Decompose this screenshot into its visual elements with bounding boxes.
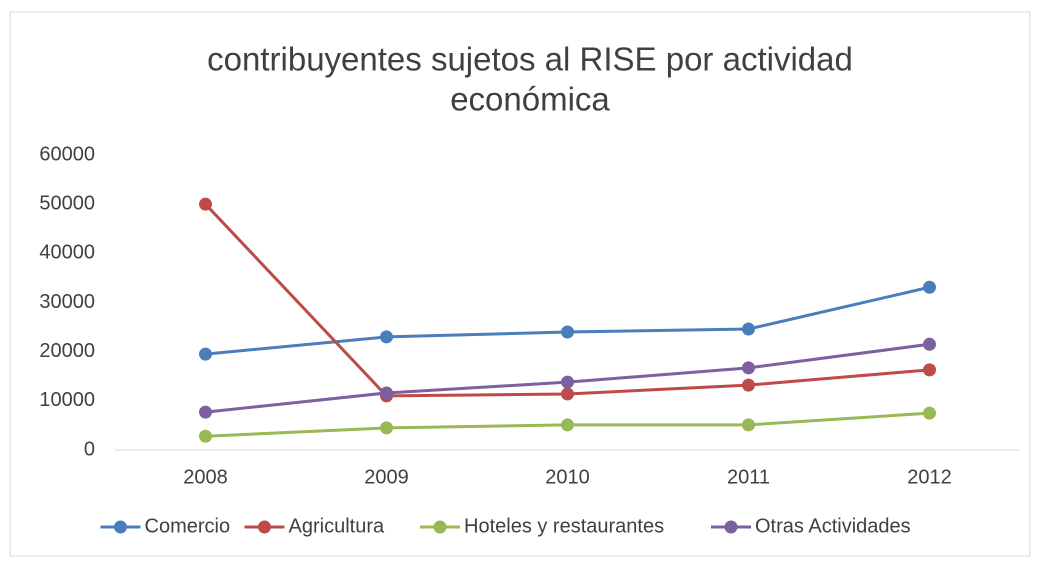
legend-marker [258, 520, 271, 534]
data-point [923, 406, 936, 420]
data-point [742, 361, 755, 375]
legend-marker [433, 520, 447, 534]
data-point [380, 386, 393, 400]
data-point [923, 363, 936, 377]
chart-border [9, 11, 1031, 557]
chart-title: económica [450, 81, 610, 118]
x-tick-label: 2010 [545, 466, 590, 488]
data-point [561, 418, 574, 432]
x-tick-label: 2012 [907, 466, 952, 488]
legend-label: Otras Actividades [755, 515, 911, 537]
data-point [561, 325, 574, 339]
y-tick-label: 40000 [39, 242, 95, 264]
legend-label: Hoteles y restaurantes [464, 515, 664, 537]
y-tick-label: 30000 [39, 291, 95, 313]
data-point [199, 347, 212, 361]
legend-label: Comercio [145, 515, 231, 537]
legend-label: Agricultura [289, 515, 385, 537]
y-tick-label: 10000 [39, 389, 95, 411]
legend-marker [724, 520, 738, 534]
y-tick-label: 20000 [39, 340, 95, 362]
x-tick-label: 2008 [183, 466, 228, 488]
data-point [561, 387, 574, 401]
legend-marker [114, 520, 127, 534]
data-point [923, 337, 936, 351]
x-tick-label: 2009 [364, 466, 409, 488]
data-point [199, 405, 212, 419]
chart-title: contribuyentes sujetos al RISE por activ… [207, 41, 853, 78]
data-point [199, 197, 212, 211]
data-point [380, 330, 393, 344]
data-point [561, 375, 574, 389]
data-point [742, 378, 755, 392]
data-point [742, 322, 755, 336]
x-tick-label: 2011 [727, 466, 770, 488]
y-tick-label: 60000 [39, 143, 95, 165]
y-tick-label: 50000 [39, 192, 95, 214]
data-point [199, 429, 212, 443]
data-point [923, 280, 936, 294]
data-point [742, 418, 755, 432]
y-tick-label: 0 [84, 438, 95, 460]
data-point [380, 421, 393, 435]
